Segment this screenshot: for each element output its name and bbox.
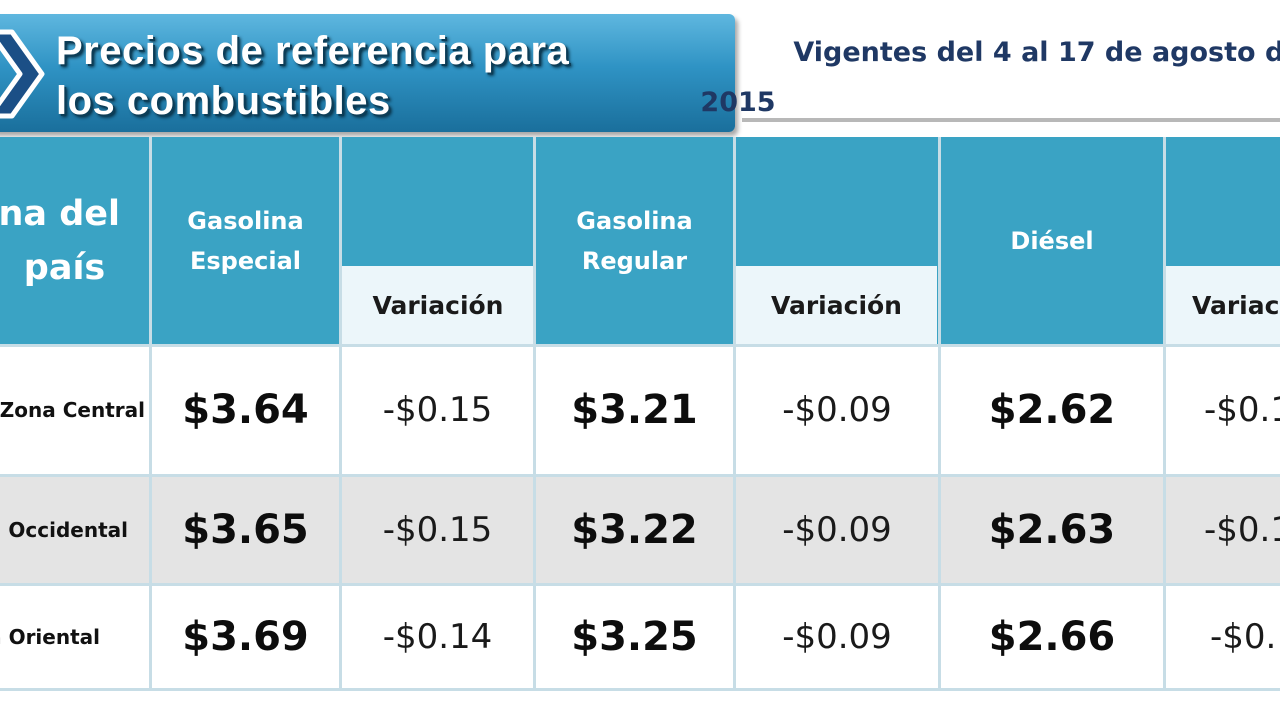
banner-title-line2: los combustibles [56, 79, 391, 123]
header-diesel: Diésel [1010, 226, 1094, 255]
header-gasolina-regular-line2: Regular [581, 246, 688, 275]
variation-regular-oriental: -$0.09 [782, 616, 892, 657]
row-bg-occidental [0, 476, 1280, 583]
header-variation-regular: Variación [771, 290, 902, 320]
header-gasolina-especial: Gasolina Especial [152, 137, 339, 344]
validity-line2: 2015 [700, 87, 776, 118]
variation-diesel-oriental: -$0.1 [1210, 616, 1280, 657]
grid-line [533, 137, 536, 688]
row-bg-central [0, 346, 1280, 474]
header-gasolina-especial-line2: Especial [189, 246, 301, 275]
header-gasolina-regular: Gasolina Regular [536, 137, 733, 344]
header-zone-line1: Zona del [0, 193, 120, 234]
grid-line [0, 688, 1280, 691]
grid-line [0, 474, 1280, 477]
variation-especial-central: -$0.15 [382, 390, 493, 430]
price-regular-oriental: $3.25 [571, 613, 698, 660]
price-regular-central: $3.21 [571, 387, 698, 433]
price-diesel-central: $2.62 [988, 387, 1116, 433]
header-variation-especial: Variación [372, 290, 504, 320]
grid-line [149, 137, 152, 688]
grid-line [0, 583, 1280, 586]
variation-regular-occidental: -$0.09 [782, 509, 892, 550]
price-diesel-oriental: $2.66 [988, 613, 1116, 660]
variation-especial-oriental: -$0.14 [382, 616, 493, 657]
zone-label-central: Zona Central [0, 398, 145, 422]
grid-line [339, 137, 342, 688]
header-zone: Zona del país [0, 137, 149, 344]
variation-diesel-occidental: -$0.1 [1204, 509, 1280, 550]
header-zone-line2: país [23, 247, 106, 288]
variation1-header-bg [342, 266, 534, 344]
header-gasolina-especial-line1: Gasolina [187, 206, 304, 235]
zone-label-occidental: Zona Occidental [0, 517, 128, 542]
grid-line [1163, 137, 1166, 688]
variation-especial-occidental: -$0.15 [382, 509, 493, 550]
zone-label-oriental: Zona Oriental [0, 624, 100, 649]
variation3-header-bg [1166, 266, 1280, 344]
title-banner [0, 14, 735, 132]
variation2-header-bg [736, 266, 937, 344]
header-variation-diesel: Variación [1192, 290, 1280, 320]
price-diesel-occidental: $2.63 [988, 506, 1116, 553]
grid-line [733, 137, 736, 688]
variation-diesel-central: -$0.1 [1204, 390, 1280, 430]
row-bg-oriental [0, 585, 1280, 688]
grid-line [938, 137, 941, 688]
banner-title-line1: Precios de referencia para [56, 29, 570, 73]
variation-regular-central: -$0.09 [782, 390, 892, 430]
price-regular-occidental: $3.22 [571, 506, 698, 553]
header-gasolina-regular-line1: Gasolina [576, 206, 693, 235]
validity-divider [742, 118, 1280, 122]
chevron-arrow-icon [0, 29, 45, 119]
header-row-bg [0, 137, 1280, 344]
price-especial-occidental: $3.65 [182, 506, 309, 553]
price-especial-central: $3.64 [182, 387, 309, 433]
price-especial-oriental: $3.69 [182, 613, 309, 660]
banner-title: Precios de referencia para los combustib… [56, 26, 726, 126]
validity-dates: Vigentes del 4 al 17 de agosto de 2015 [700, 28, 1280, 128]
grid-line [0, 344, 1280, 347]
validity-line1: Vigentes del 4 al 17 de agosto de [793, 37, 1280, 68]
